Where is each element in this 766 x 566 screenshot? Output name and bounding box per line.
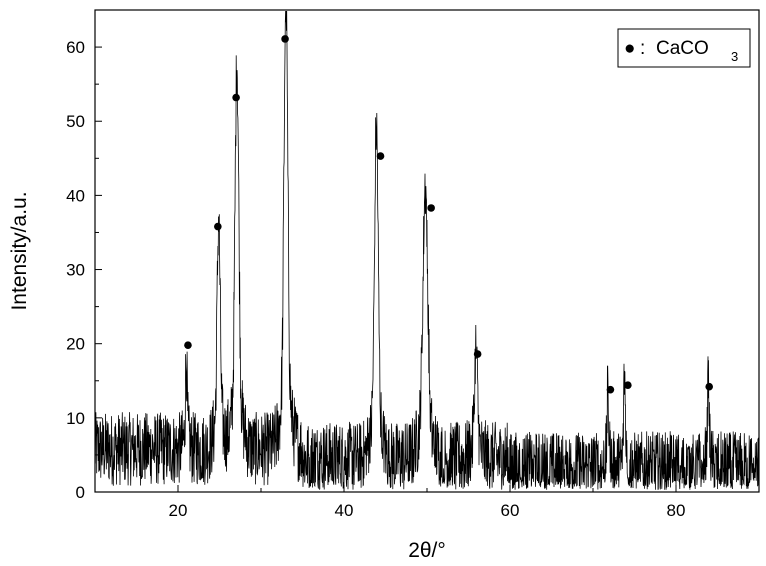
y-tick-label: 10: [66, 409, 85, 428]
peak-marker: [377, 152, 385, 160]
y-tick-label: 20: [66, 335, 85, 354]
legend-label: CaCO: [656, 38, 709, 59]
peak-marker: [281, 35, 289, 43]
plot-area: [95, 10, 759, 492]
y-tick-label: 30: [66, 261, 85, 280]
legend-separator: :: [640, 38, 645, 59]
y-tick-label: 60: [66, 38, 85, 57]
y-tick-label: 0: [76, 483, 85, 502]
x-tick-label: 40: [335, 501, 354, 520]
y-tick-label: 40: [66, 186, 85, 205]
peak-marker: [214, 223, 222, 231]
legend-marker-icon: ●: [624, 38, 635, 59]
peak-marker: [232, 94, 240, 102]
peak-marker: [624, 381, 632, 389]
peak-marker: [427, 204, 435, 212]
x-axis: 20 40 60 80: [95, 485, 759, 520]
peak-marker: [184, 341, 192, 349]
x-tick-label: 60: [501, 501, 520, 520]
diffraction-pattern-line: [95, 11, 759, 490]
peak-marker: [705, 383, 713, 391]
peak-marker: [607, 386, 615, 394]
y-axis-label: Intensity/a.u.: [8, 191, 31, 310]
x-tick-label: 20: [169, 501, 188, 520]
y-tick-label: 50: [66, 112, 85, 131]
x-tick-label: 80: [667, 501, 686, 520]
peak-markers: [184, 35, 713, 393]
legend: ● : CaCO 3: [618, 29, 750, 67]
x-axis-label: 2θ/°: [408, 539, 446, 562]
peak-marker: [474, 350, 482, 358]
legend-label-subscript: 3: [731, 49, 738, 64]
